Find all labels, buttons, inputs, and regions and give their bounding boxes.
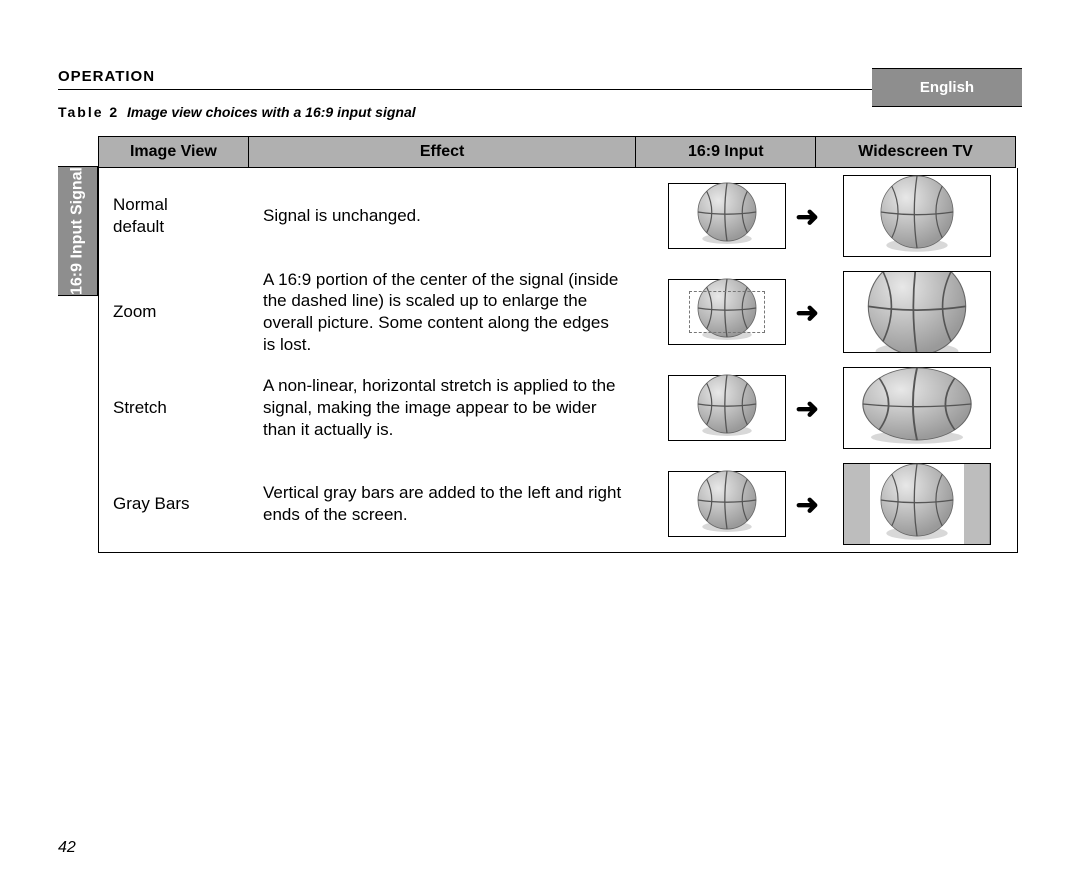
image-view-table: 16:9 Input Signal Image View Effect 16:9… (58, 136, 1022, 553)
table-header-row: Image View Effect 16:9 Input Widescreen … (98, 136, 1016, 168)
cell-image-view: Zoom (99, 301, 249, 323)
cell-input: ➜ (637, 279, 817, 345)
cell-image-view: Gray Bars (99, 493, 249, 515)
widescreen-icon (843, 271, 991, 353)
input-screen-icon (668, 183, 786, 249)
cell-input: ➜ (637, 183, 817, 249)
cell-effect: Signal is unchanged. (249, 205, 637, 227)
arrow-icon: ➜ (796, 488, 819, 521)
cell-effect: A non-linear, horizontal stretch is appl… (249, 375, 637, 440)
col-header-image-view: Image View (99, 137, 249, 168)
arrow-icon: ➜ (796, 200, 819, 233)
widescreen-icon (843, 367, 991, 449)
input-screen-icon (668, 375, 786, 441)
arrow-icon: ➜ (796, 392, 819, 425)
cell-widescreen (817, 463, 1017, 545)
table-body: Normaldefault Signal is unchanged. ➜ (98, 168, 1018, 553)
gray-bar-icon (844, 464, 870, 544)
language-tab: English (872, 68, 1022, 107)
page-number: 42 (58, 839, 76, 857)
col-header-effect: Effect (248, 137, 636, 168)
cell-widescreen (817, 367, 1017, 449)
cell-widescreen (817, 175, 1017, 257)
cell-image-view: Normaldefault (99, 194, 249, 238)
cell-image-view: Stretch (99, 397, 249, 419)
cell-input: ➜ (637, 375, 817, 441)
widescreen-icon (843, 463, 991, 545)
spacer (58, 136, 98, 166)
table-row: Gray Bars Vertical gray bars are added t… (99, 456, 1017, 552)
table-row: Stretch A non-linear, horizontal stretch… (99, 360, 1017, 456)
input-screen-icon (668, 279, 786, 345)
col-header-widescreen: Widescreen TV (816, 137, 1016, 168)
cell-effect: Vertical gray bars are added to the left… (249, 482, 637, 526)
table-side-label: 16:9 Input Signal (58, 166, 98, 296)
input-screen-icon (668, 471, 786, 537)
divider (872, 106, 1022, 107)
table-row: Zoom A 16:9 portion of the center of the… (99, 264, 1017, 360)
cell-effect: A 16:9 portion of the center of the sign… (249, 269, 637, 356)
table-row: Normaldefault Signal is unchanged. ➜ (99, 168, 1017, 264)
arrow-icon: ➜ (796, 296, 819, 329)
cell-widescreen (817, 271, 1017, 353)
gray-bar-icon (964, 464, 990, 544)
language-label: English (872, 69, 1022, 106)
cell-input: ➜ (637, 471, 817, 537)
widescreen-icon (843, 175, 991, 257)
col-header-input: 16:9 Input (636, 137, 816, 168)
